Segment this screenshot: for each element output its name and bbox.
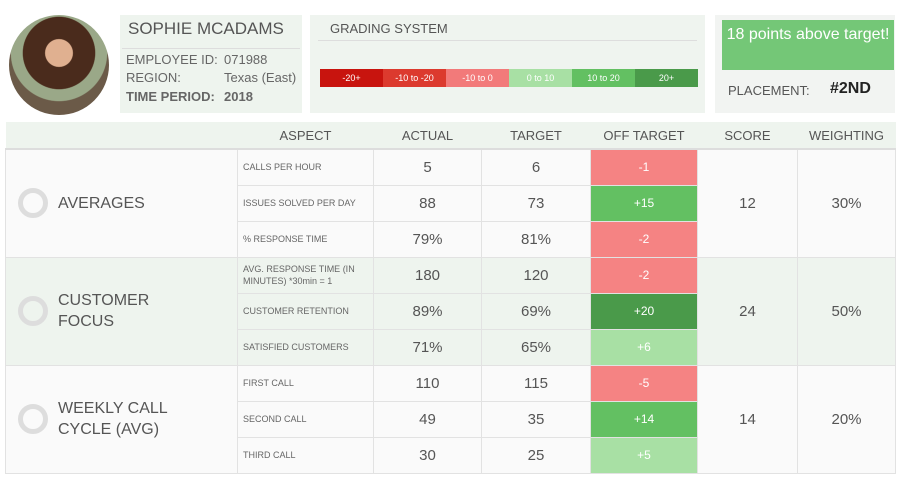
grade-band: -20+	[320, 69, 383, 87]
target-cell: 65%	[481, 328, 591, 366]
off-target-cell: +14	[590, 400, 698, 438]
score-cell: 24	[697, 256, 798, 366]
table-row: SECOND CALL 49 35 +14	[6, 400, 896, 438]
off-target-cell: +5	[590, 436, 698, 474]
status-ring-icon	[18, 188, 48, 219]
score-cell: 12	[697, 148, 798, 258]
target-cell: 35	[481, 400, 591, 438]
target-cell: 120	[481, 256, 591, 294]
weighting-cell: 20%	[797, 364, 896, 474]
table-row: ISSUES SOLVED PER DAY 88 73 +15	[6, 184, 896, 222]
employee-id-label: EMPLOYEE ID:	[126, 52, 218, 67]
employee-info-panel: SOPHIE MCADAMS EMPLOYEE ID: 071988 REGIO…	[120, 15, 302, 113]
target-cell: 6	[481, 148, 591, 186]
grade-band: 20+	[635, 69, 698, 87]
off-target-cell: -2	[590, 220, 698, 258]
placement-value: #2ND	[830, 80, 871, 97]
region-value: Texas (East)	[224, 70, 297, 85]
table-row: AVERAGES CALLS PER HOUR 5 6 -1 12 30%	[5, 148, 896, 258]
header-weighting: WEIGHTING	[797, 122, 896, 150]
aspect-cell: SATISFIED CUSTOMERS	[237, 328, 374, 366]
off-target-cell: -1	[590, 148, 698, 186]
target-cell: 69%	[481, 292, 591, 330]
weighting-cell: 50%	[797, 256, 896, 366]
employee-id-value: 071988	[224, 52, 268, 67]
table-row: WEEKLY CALL CYCLE (AVG) FIRST CALL 110 115-…	[5, 364, 896, 474]
aspect-cell: CALLS PER HOUR	[237, 148, 374, 186]
actual-cell: 5	[373, 148, 482, 186]
grade-band: 0 to 10	[509, 69, 572, 87]
target-cell: 25	[481, 436, 591, 474]
time-period-value: 2018	[224, 89, 253, 104]
aspect-cell: SECOND CALL	[237, 400, 374, 438]
aspect-cell: ISSUES SOLVED PER DAY	[237, 184, 374, 222]
performance-table: ASPECT ACTUAL TARGET OFF TARGET SCORE WE…	[5, 122, 896, 474]
off-target-cell: +6	[590, 328, 698, 366]
aspect-cell: FIRST CALL	[237, 364, 374, 402]
score-cell: 14	[697, 364, 798, 474]
category-cell: WEEKLY CALL CYCLE (AVG)	[5, 364, 238, 474]
table-row: CUSTOMER FOCUS AVG. RESPONSE TIME (IN MIN…	[5, 256, 896, 366]
off-target-cell: +20	[590, 292, 698, 330]
header-actual: ACTUAL	[373, 122, 482, 150]
category-cell: CUSTOMER FOCUS	[5, 256, 238, 366]
grade-band: -10 to -20	[383, 69, 446, 87]
actual-cell: 180	[373, 256, 482, 294]
region-label: REGION:	[126, 70, 181, 85]
aspect-cell: CUSTOMER RETENTION	[237, 292, 374, 330]
grade-band: -10 to 0	[446, 69, 509, 87]
header-off-target: OFF TARGET	[590, 122, 698, 150]
actual-cell: 30	[373, 436, 482, 474]
category-cell: AVERAGES	[5, 148, 238, 258]
table-row: % RESPONSE TIME 79% 81% -2	[6, 220, 896, 258]
time-period-label: TIME PERIOD:	[126, 89, 215, 104]
category-name: WEEKLY CALL CYCLE (AVG)	[58, 400, 168, 438]
actual-cell: 89%	[373, 292, 482, 330]
table-row: SATISFIED CUSTOMERS 71% 65% +6	[6, 328, 896, 366]
aspect-cell: % RESPONSE TIME	[237, 220, 374, 258]
table-row: CUSTOMER RETENTION 89% 69% +20	[6, 292, 896, 330]
table-header: ASPECT ACTUAL TARGET OFF TARGET SCORE WE…	[5, 122, 896, 150]
actual-cell: 88	[373, 184, 482, 222]
off-target-cell: +15	[590, 184, 698, 222]
status-ring-icon	[18, 404, 48, 434]
actual-cell: 110	[373, 364, 482, 402]
aspect-cell: THIRD CALL	[237, 436, 374, 474]
target-status-banner: 18 points above target!	[722, 20, 894, 70]
employee-avatar	[9, 15, 109, 115]
divider	[122, 48, 300, 49]
category-name: AVERAGES	[58, 194, 145, 212]
target-cell: 115	[481, 364, 591, 402]
employee-name: SOPHIE MCADAMS	[128, 19, 284, 38]
status-ring-icon	[18, 296, 48, 326]
off-target-cell: -2	[590, 256, 698, 294]
header-target: TARGET	[481, 122, 591, 150]
target-cell: 81%	[481, 220, 591, 258]
category-name: CUSTOMER FOCUS	[58, 292, 150, 330]
grading-title: GRADING SYSTEM	[330, 21, 448, 36]
off-target-cell: -5	[590, 364, 698, 402]
divider	[318, 40, 697, 41]
header-aspect: ASPECT	[237, 122, 374, 150]
grade-band: 10 to 20	[572, 69, 635, 87]
actual-cell: 79%	[373, 220, 482, 258]
aspect-cell: AVG. RESPONSE TIME (IN MINUTES) *30min =…	[237, 256, 374, 294]
table-row: THIRD CALL 30 25 +5	[6, 436, 896, 474]
placement-label: PLACEMENT:	[728, 83, 810, 98]
weighting-cell: 30%	[797, 148, 896, 258]
target-cell: 73	[481, 184, 591, 222]
actual-cell: 49	[373, 400, 482, 438]
header-score: SCORE	[697, 122, 798, 150]
actual-cell: 71%	[373, 328, 482, 366]
